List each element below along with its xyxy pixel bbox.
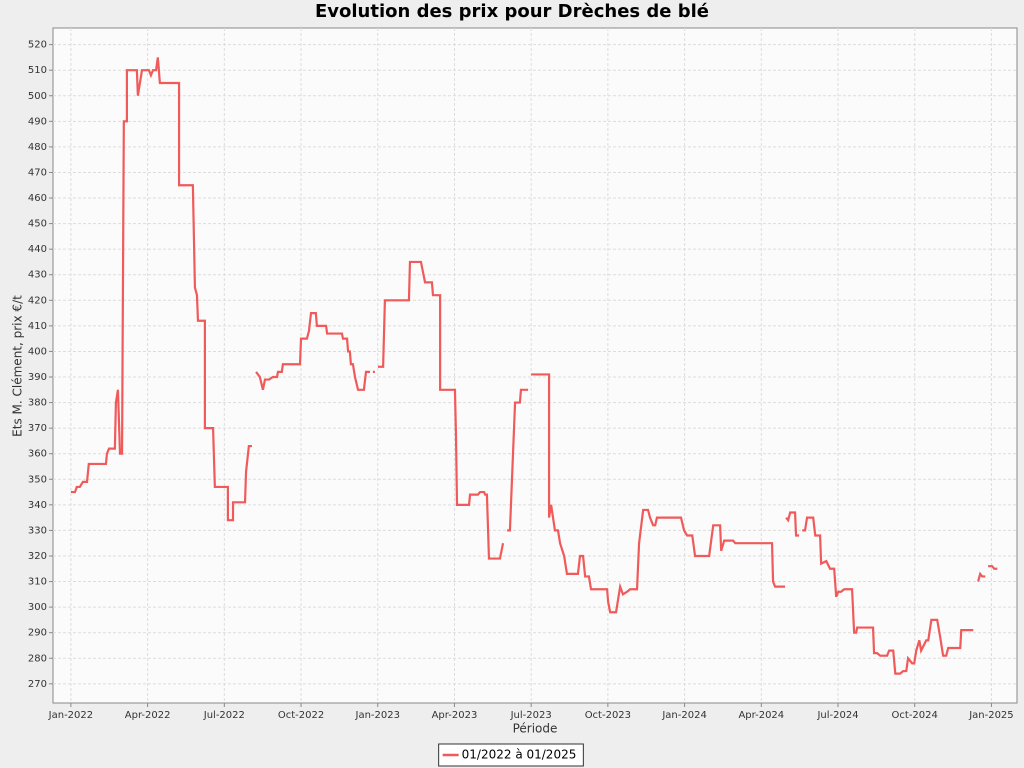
grid: 270 280 290 300 310 320 330 340 350 360 370 380 390 4… xyxy=(28,28,1017,721)
x-tick-label: Oct-2023 xyxy=(585,710,631,721)
x-tick-label: Apr-2022 xyxy=(125,710,171,721)
y-tick-label: 300 xyxy=(28,602,47,613)
x-tick-label: Jan-2022 xyxy=(48,710,93,721)
y-tick-label: 290 xyxy=(28,628,47,639)
y-tick-label: 350 xyxy=(28,474,47,485)
y-tick-label: 320 xyxy=(28,551,47,562)
y-tick-label: 390 xyxy=(28,372,47,383)
x-tick-label: Apr-2024 xyxy=(738,710,784,721)
y-tick-label: 450 xyxy=(28,219,47,230)
x-tick-label: Oct-2022 xyxy=(278,710,324,721)
legend-box xyxy=(438,743,584,767)
x-tick-label: Jul-2023 xyxy=(510,710,552,721)
y-tick-label: 360 xyxy=(28,449,47,460)
x-tick-label: Jul-2024 xyxy=(816,710,858,721)
x-axis-label: Période xyxy=(513,722,558,736)
y-tick-label: 380 xyxy=(28,398,47,409)
y-tick-label: 330 xyxy=(28,525,47,536)
y-tick-label: 490 xyxy=(28,116,47,127)
y-tick-label: 410 xyxy=(28,321,47,332)
x-tick-label: Jan-2025 xyxy=(968,710,1013,721)
plot-area xyxy=(52,27,1018,704)
x-tick-label: Apr-2023 xyxy=(432,710,478,721)
legend: 01/2022 à 01/2025 xyxy=(438,743,584,767)
y-axis-label: Ets M. Clément, prix €/t xyxy=(11,295,25,437)
y-tick-label: 460 xyxy=(28,193,47,204)
y-tick-label: 370 xyxy=(28,423,47,434)
y-tick-label: 270 xyxy=(28,679,47,690)
marks xyxy=(70,57,998,675)
y-tick-label: 420 xyxy=(28,295,47,306)
y-tick-label: 470 xyxy=(28,167,47,178)
y-tick-label: 500 xyxy=(28,91,47,102)
y-tick-label: 480 xyxy=(28,142,47,153)
y-tick-label: 340 xyxy=(28,500,47,511)
x-tick-label: Jan-2024 xyxy=(661,710,706,721)
y-tick-label: 430 xyxy=(28,270,47,281)
x-tick-label: Jan-2023 xyxy=(355,710,400,721)
y-tick-label: 400 xyxy=(28,346,47,357)
y-tick-label: 310 xyxy=(28,577,47,588)
legend-label: 01/2022 à 01/2025 xyxy=(462,748,577,762)
x-tick-label: Jul-2022 xyxy=(203,710,245,721)
x-tick-label: Oct-2024 xyxy=(892,710,938,721)
y-tick-label: 280 xyxy=(28,653,47,664)
y-tick-label: 520 xyxy=(28,40,47,51)
series-line xyxy=(70,57,998,675)
chart-title: Evolution des prix pour Drèches de blé xyxy=(315,1,709,22)
y-tick-label: 440 xyxy=(28,244,47,255)
y-tick-label: 510 xyxy=(28,65,47,76)
